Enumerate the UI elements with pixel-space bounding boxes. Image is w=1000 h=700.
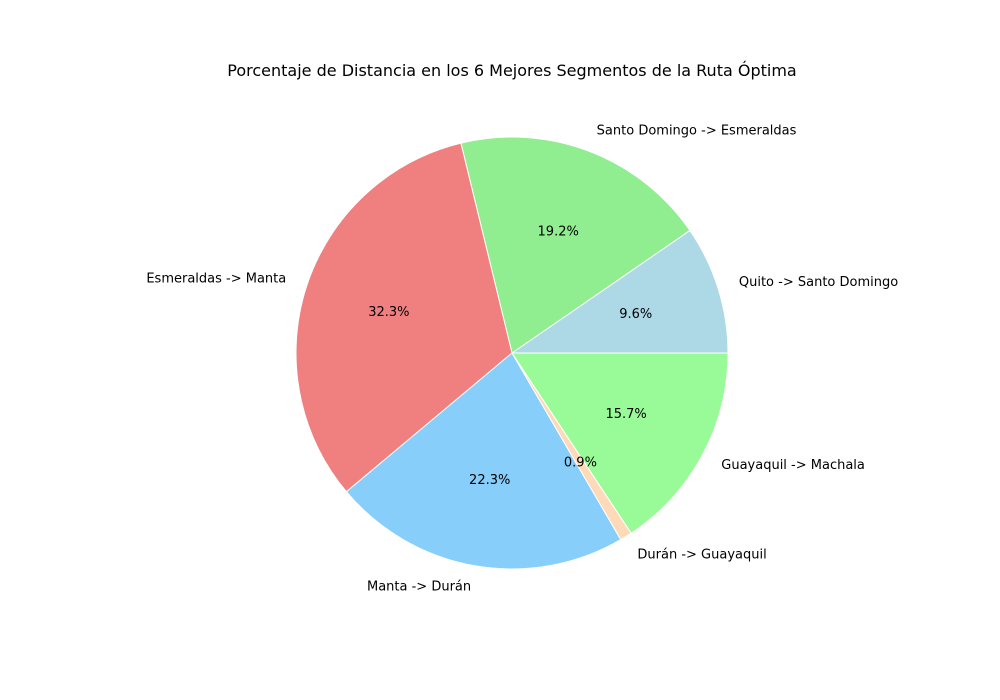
chart-title: Porcentaje de Distancia en los 6 Mejores… [227,61,796,80]
pie-slice-quito-santo-domingo [510,229,729,354]
pie-percent-label: 9.6% [619,307,652,322]
pie-category-label: Quito -> Santo Domingo [739,275,898,290]
pie-category-label: Guayaquil -> Machala [721,458,865,473]
pie-category-labels: Quito -> Santo Domingo Santo Domingo -> E… [146,124,898,595]
pie-category-label: Santo Domingo -> Esmeraldas [597,124,797,139]
pie-percent-label: 32.3% [368,305,409,320]
pie-slice-guayaquil-machala [511,352,729,534]
pie-percent-label: 0.9% [564,456,597,471]
pie-percent-labels: 9.6% 19.2% 32.3% 22.3% 0.9% 15.7% [368,224,652,488]
pie-percent-label: 19.2% [538,224,579,239]
pie-percent-label: 15.7% [605,407,646,422]
pie-slices [295,136,729,570]
pie-slice-manta-duran [345,352,622,570]
pie-slice-esmeraldas-manta [295,142,513,493]
pie-percent-label: 22.3% [469,473,510,488]
pie-slice-santo-domingo-esmeraldas [460,136,691,354]
pie-category-label: Esmeraldas -> Manta [146,271,286,286]
pie-category-label: Durán -> Guayaquil [637,547,766,562]
pie-category-label: Manta -> Durán [367,580,471,595]
